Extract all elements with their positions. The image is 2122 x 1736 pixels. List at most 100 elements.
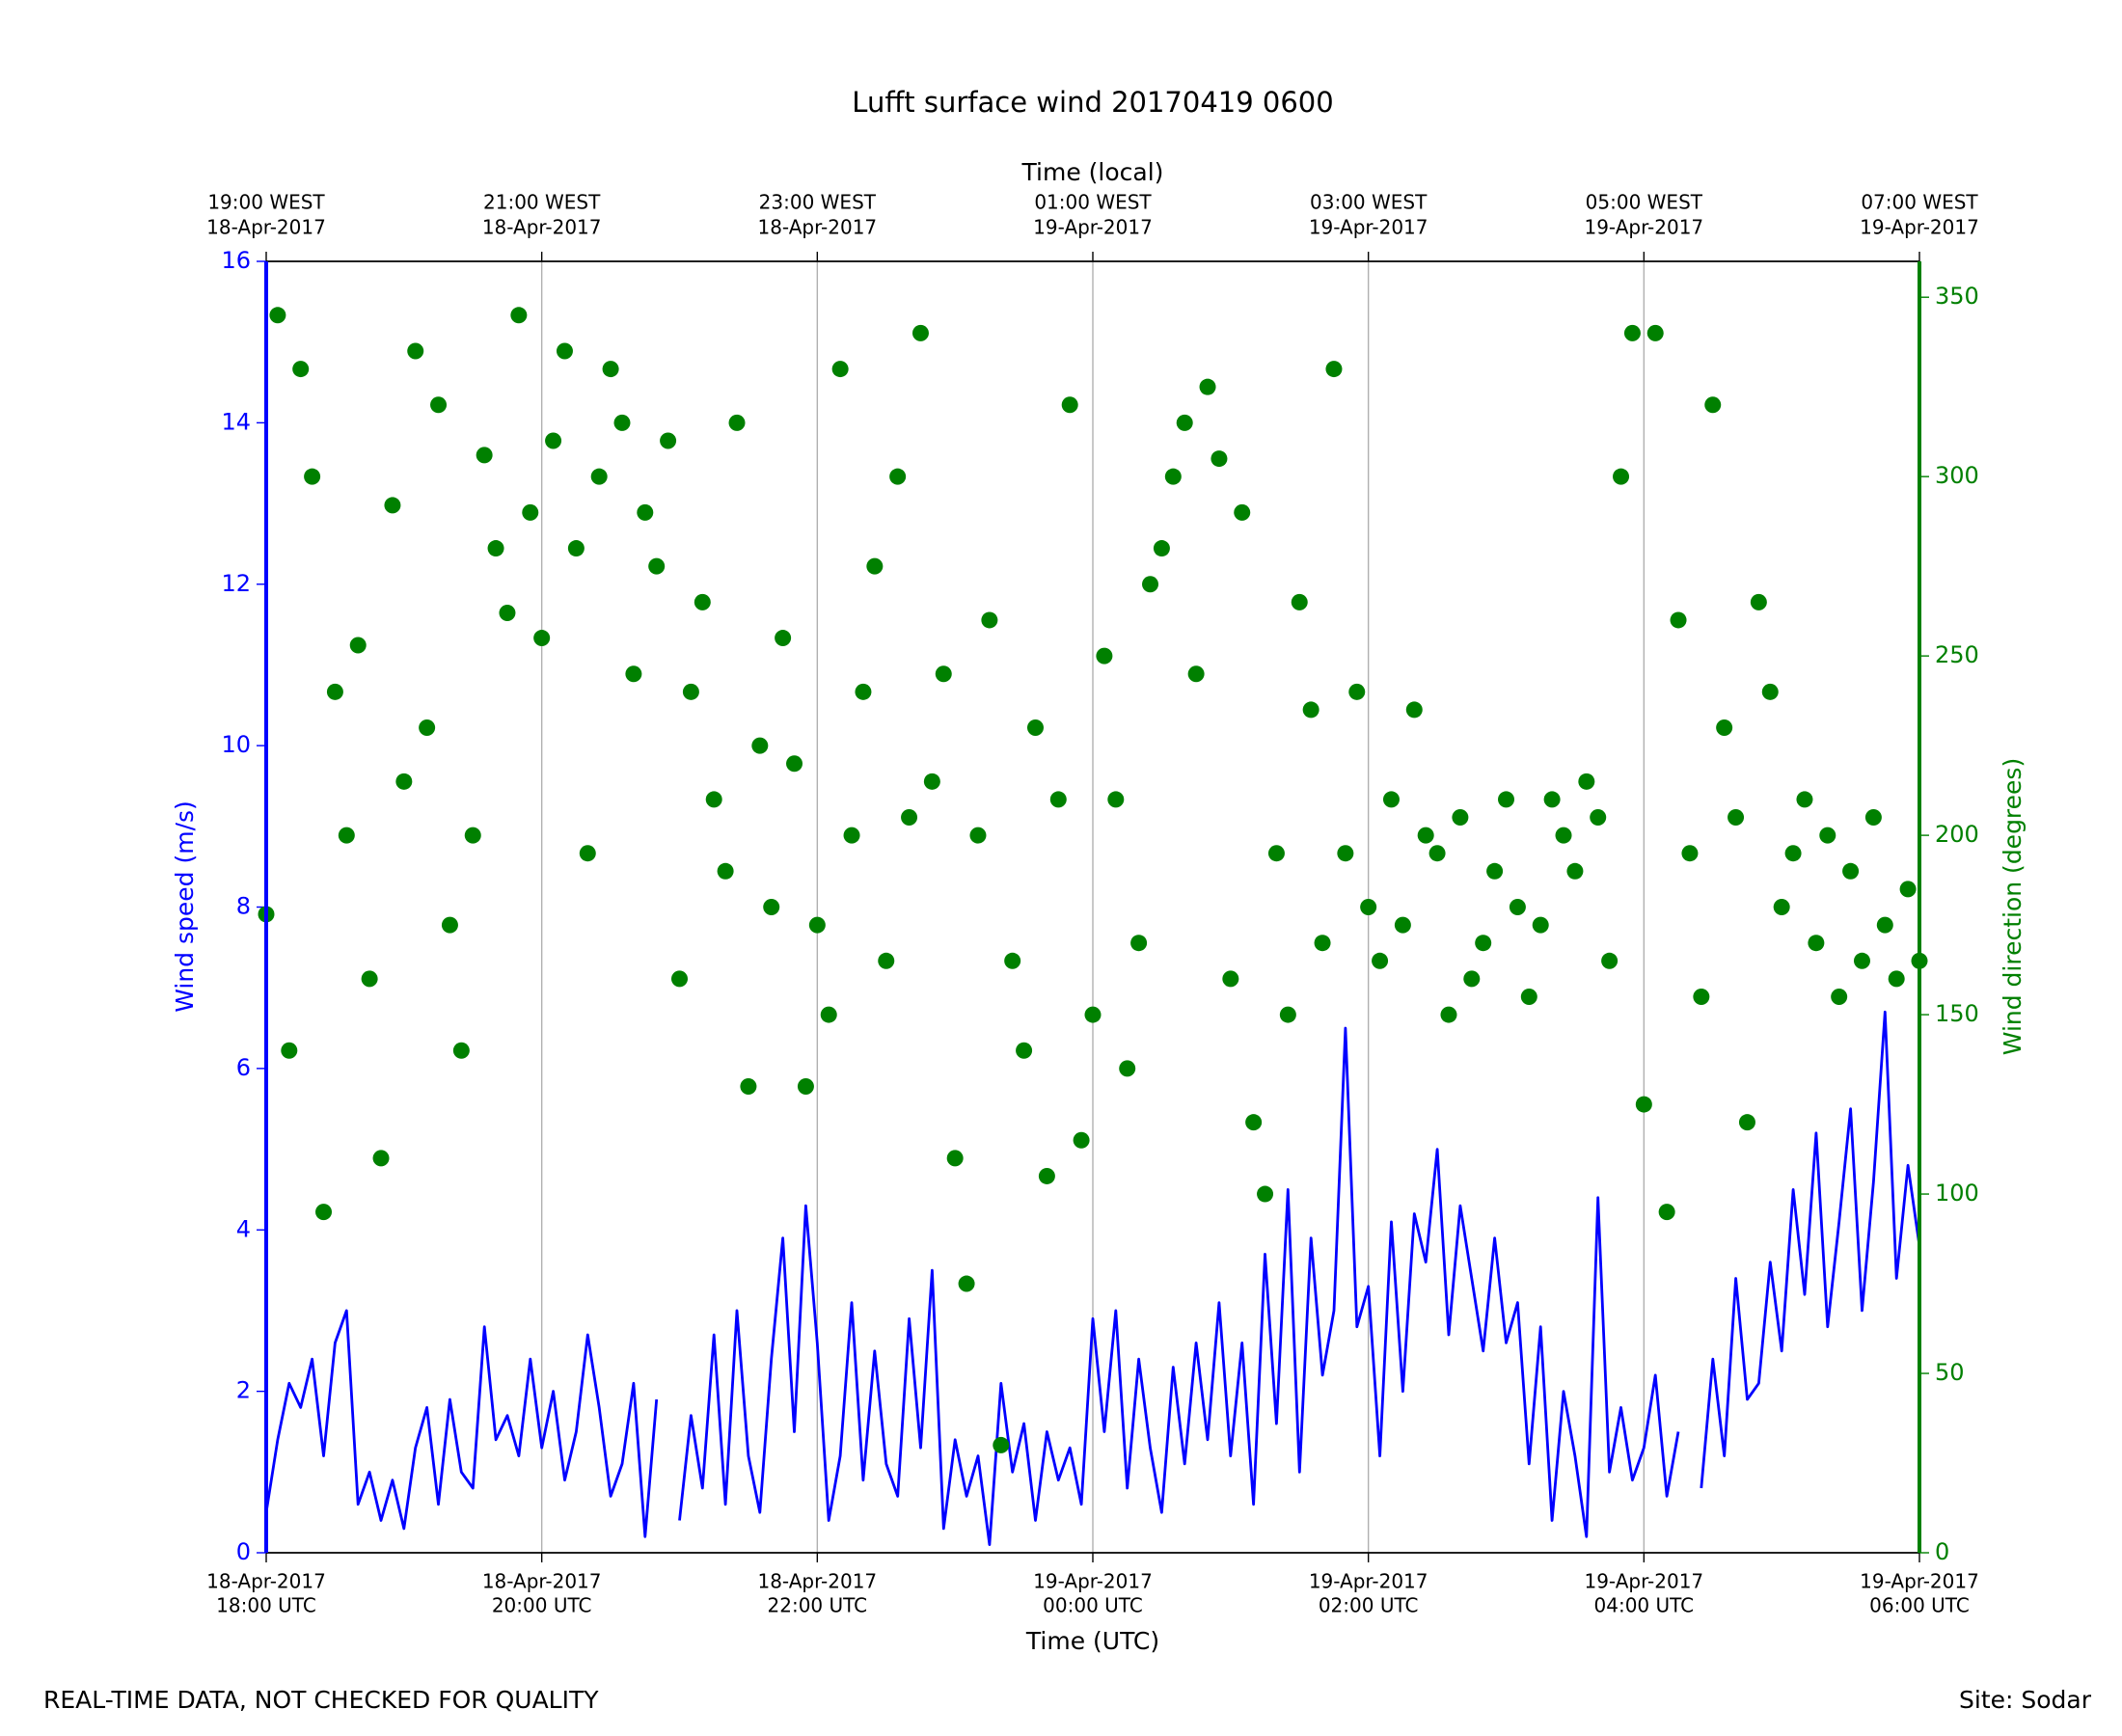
direction-point [1016,1042,1033,1059]
direction-point [1153,540,1170,557]
direction-point [419,719,436,737]
y2-tick-label: 50 [1935,1359,1965,1386]
direction-point [1382,791,1400,808]
direction-point [637,503,654,521]
direction-point [1176,414,1193,431]
direction-point [326,683,343,700]
direction-point [1578,773,1595,790]
direction-point [545,432,562,449]
direction-point [1211,450,1228,468]
direction-point [1004,952,1021,969]
direction-point [1590,809,1607,827]
direction-point [1831,988,1848,1005]
direction-point [533,630,551,647]
x-tick-label: 20:00 UTC [492,1594,592,1617]
x2-tick-label: 19-Apr-2017 [1309,216,1428,239]
direction-point [1623,324,1641,341]
x-tick-label: 02:00 UTC [1319,1594,1419,1617]
direction-point [407,342,424,360]
direction-point [476,447,493,464]
x-tick-label: 18-Apr-2017 [206,1570,326,1593]
direction-point [1187,665,1205,683]
direction-point [1257,1185,1274,1203]
x-tick-label: 04:00 UTC [1594,1594,1695,1617]
direction-point [775,630,792,647]
footer-note: REAL-TIME DATA, NOT CHECKED FOR QUALITY [43,1686,599,1714]
direction-point [1773,899,1790,915]
direction-point [487,540,504,557]
direction-point [1796,791,1813,808]
direction-point [1728,809,1745,827]
direction-point [889,468,907,485]
direction-point [1532,916,1549,934]
y-tick-label: 16 [221,247,251,274]
y-tick-label: 0 [236,1538,251,1565]
direction-point [1899,881,1917,898]
direction-point [372,1150,390,1167]
x2-tick-label: 19-Apr-2017 [1584,216,1703,239]
direction-point [1613,468,1630,485]
direction-point [1566,862,1584,880]
direction-point [304,468,321,485]
direction-point [1864,809,1882,827]
direction-point [1509,899,1526,915]
direction-point [1325,361,1343,378]
direction-point [1808,935,1825,952]
direction-point [590,468,608,485]
x2-tick-label: 19-Apr-2017 [1860,216,1979,239]
direction-point [269,307,286,324]
direction-point [579,845,596,862]
direction-point [452,1042,470,1059]
x-tick-label: 19-Apr-2017 [1033,1570,1153,1593]
direction-point [499,605,516,622]
direction-point [831,361,849,378]
direction-point [1372,952,1389,969]
direction-point [1061,396,1078,414]
direction-point [958,1275,975,1292]
direction-point [1819,827,1836,844]
direction-point [797,1077,814,1095]
direction-point [384,497,401,514]
direction-point [1302,701,1319,719]
direction-point [993,1436,1010,1453]
y2-tick-label: 300 [1935,462,1979,489]
direction-point [338,827,355,844]
y2-tick-label: 150 [1935,1000,1979,1027]
x2-tick-label: 18-Apr-2017 [482,216,602,239]
x2-tick-label: 01:00 WEST [1034,191,1152,214]
direction-point [1348,683,1366,700]
x2-tick-label: 18-Apr-2017 [206,216,326,239]
site-label: Site: Sodar [1959,1686,2092,1714]
direction-point [1543,791,1561,808]
direction-point [1452,809,1469,827]
x2-tick-label: 19-Apr-2017 [1033,216,1153,239]
direction-point [1486,862,1504,880]
x2-tick-label: 18-Apr-2017 [757,216,877,239]
direction-point [522,503,539,521]
x-tick-label: 19-Apr-2017 [1860,1570,1979,1593]
direction-point [1119,1060,1136,1077]
y2-tick-label: 100 [1935,1180,1979,1207]
direction-point [1199,378,1216,395]
direction-point [430,396,448,414]
direction-point [1096,647,1113,665]
direction-point [1360,899,1377,915]
direction-point [740,1077,757,1095]
direction-point [1130,935,1148,952]
x-tick-label: 22:00 UTC [768,1594,868,1617]
direction-point [281,1042,298,1059]
direction-point [911,324,929,341]
direction-point [855,683,872,700]
y2-axis-label: Wind direction (degrees) [1999,758,2027,1055]
direction-point [361,970,378,988]
direction-point [1428,845,1446,862]
direction-point [1142,576,1159,593]
direction-point [1853,952,1870,969]
direction-point [1084,1006,1102,1023]
direction-point [1222,970,1239,988]
direction-point [1738,1114,1755,1131]
direction-point [1049,791,1067,808]
direction-point [694,593,711,610]
direction-point [1784,845,1802,862]
